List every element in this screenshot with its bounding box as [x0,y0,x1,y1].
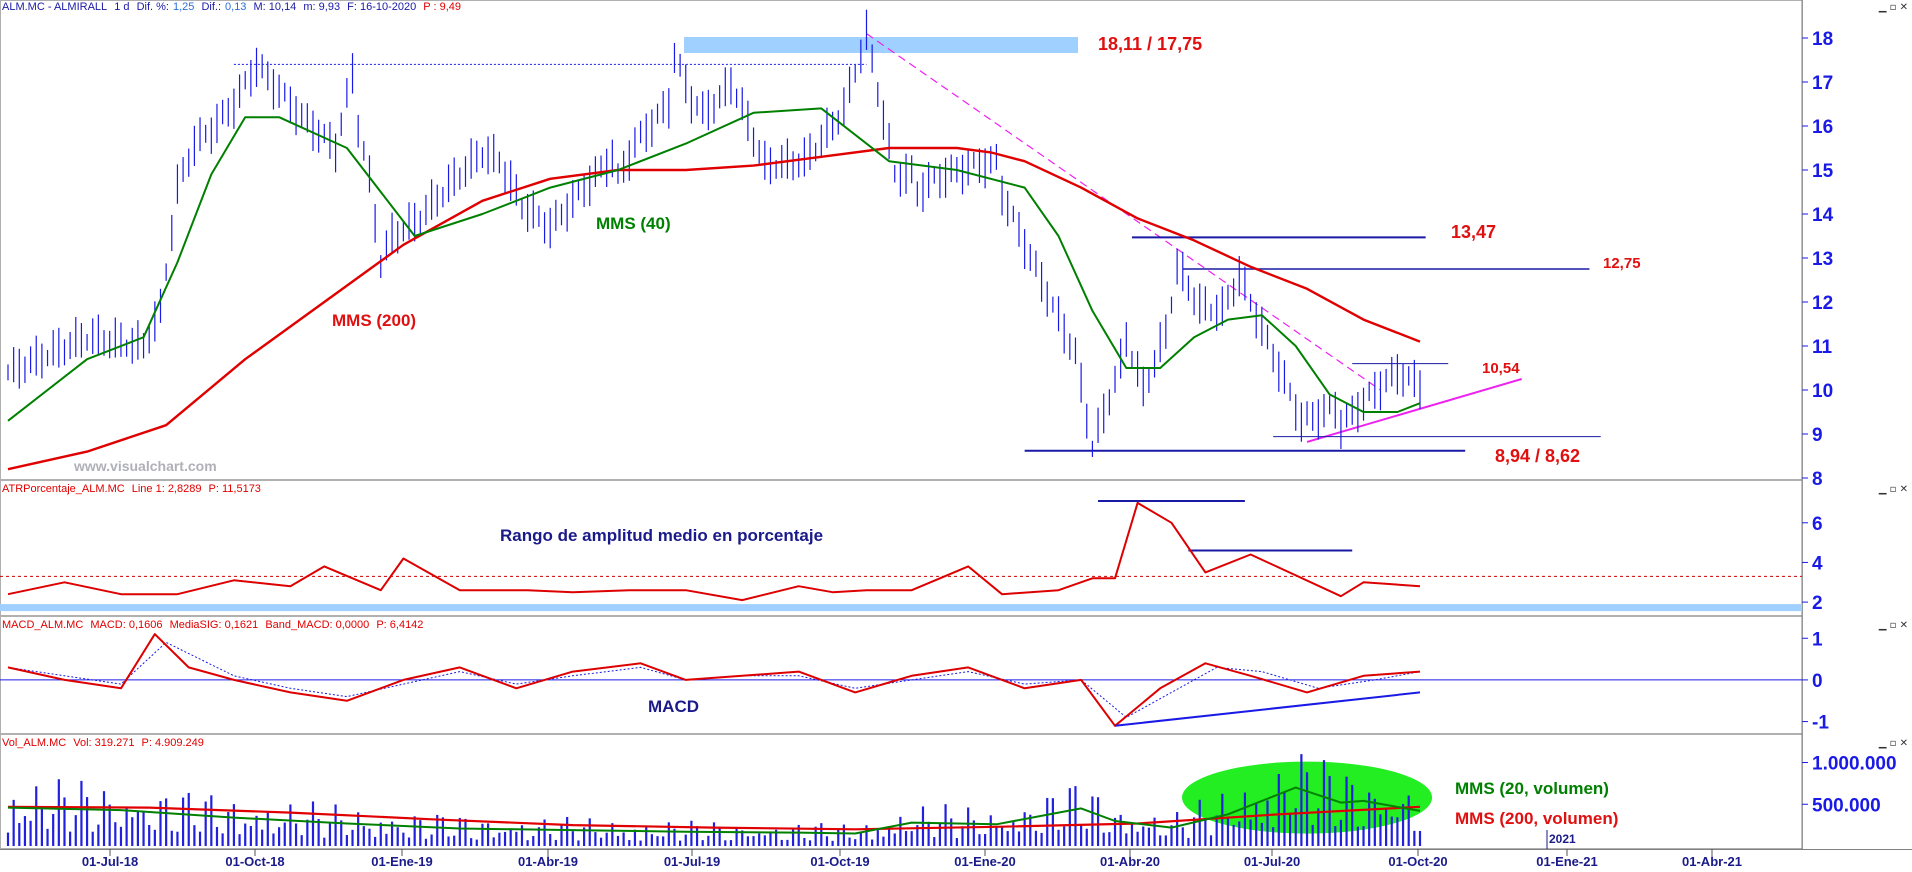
atr-line [7,501,1421,602]
macd-value: MACD: 0,1606 [90,619,163,631]
price-ytick-label-9: 9 [1812,425,1823,446]
dif-label: Dif.: [201,1,222,13]
date-tick-label-3: 01-Abr-19 [518,854,578,867]
price-ytick-label-4: 14 [1812,205,1834,226]
atr-ytick-label-2: 2 [1812,593,1823,614]
volume-mms200-line [7,805,1421,831]
high-value: M: 10,14 [253,1,297,13]
date-tick-label-6: 01-Ene-20 [954,854,1015,867]
atr-panel-header: ATRPorcentaje_ALM.MC Line 1: 2,8289 P: 1… [2,483,265,496]
price-ytick-label-3: 15 [1812,161,1834,182]
period-label: 1 d [114,1,130,13]
symbol-label: ALM.MC - ALMIRALL [2,1,108,13]
price-ytick-label-6: 12 [1812,293,1833,314]
macd-caption: MACD [648,697,699,716]
date-tick-label-0: 01-Jul-18 [82,854,138,867]
date-tick-label-9: 01-Oct-20 [1388,854,1447,867]
annotation-mms40: MMS (40) [596,214,671,233]
mms200-line [7,146,1421,471]
atr-panel-frame [0,480,1803,616]
price-ytick-label-0: 18 [1812,29,1833,50]
date-tick-label-11: 01-Abr-21 [1682,854,1742,867]
macd-panel-header: MACD_ALM.MC MACD: 0,1606 MediaSIG: 0,162… [2,619,427,632]
macd-band-value: Band_MACD: 0,0000 [265,619,370,631]
date-tick-label-4: 01-Jul-19 [664,854,720,867]
volume-name: Vol_ALM.MC [2,737,67,749]
price-ytick-label-5: 13 [1812,249,1833,270]
volume-ytick-label-0: 1.000.000 [1812,754,1897,775]
date-tick-label-10: 01-Ene-21 [1536,854,1597,867]
date-value: F: 16-10-2020 [347,1,417,13]
macd-name: MACD_ALM.MC [2,619,84,631]
atr-line-value: Line 1: 2,8289 [131,483,202,495]
date-tick-label-7: 01-Abr-20 [1100,854,1160,867]
price-window-buttons[interactable]: ▁ ▫ ✕ [1878,2,1908,13]
annotation-level-1275: 12,75 [1603,255,1641,272]
price-ytick-label-2: 16 [1812,117,1833,138]
mms40-line [7,107,1421,422]
volume-mms20-line [7,786,1421,835]
macd-ytick-label-1: 0 [1812,671,1823,692]
date-tick-label-2: 01-Ene-19 [371,854,432,867]
price-ytick-label-8: 10 [1812,381,1833,402]
atr-ytick-label-0: 6 [1812,514,1823,535]
atr-ytick-label-1: 4 [1812,553,1823,574]
atr-caption: Rango de amplitud medio en porcentaje [500,526,823,545]
price-ytick-label-1: 17 [1812,73,1833,94]
price-ytick-label-7: 11 [1812,337,1833,358]
annotation-mms200: MMS (200) [332,311,416,330]
annotation-level-1347: 13,47 [1451,222,1496,242]
dif-pct-label: Dif. %: [136,1,169,13]
macd-price-value: P: 6,4142 [376,619,424,631]
price-panel-header: ALM.MC - ALMIRALL 1 d Dif. %: 1,25 Dif.: 0… [2,1,465,14]
price-ytick-label-10: 8 [1812,469,1823,490]
macd-window-buttons[interactable]: ▁ ▫ ✕ [1878,620,1908,631]
annotation-level-1054: 10,54 [1482,360,1520,377]
low-value: m: 9,93 [303,1,341,13]
annotation-support: 8,94 / 8,62 [1495,446,1580,466]
volume-value: Vol: 319.271 [73,737,135,749]
atr-highlight-band [0,604,1802,612]
macd-signal-value: MediaSIG: 0,1621 [169,619,259,631]
price-value: P : 9,49 [423,1,462,13]
volume-window-buttons[interactable]: ▁ ▫ ✕ [1878,738,1908,749]
macd-divergence-line [1114,691,1421,727]
date-tick-label-5: 01-Oct-19 [810,854,869,867]
panel-frames [0,0,1912,850]
volume-price-value: P: 4.909.249 [141,737,204,749]
rising-support-line [1306,378,1522,443]
year-marker-label: 2021 [1549,832,1576,846]
dif-pct-value: 1,25 [172,1,195,13]
dif-value: 0,13 [225,1,247,13]
resistance-highlight-bar [684,37,1078,53]
macd-ytick-label-0: 1 [1812,629,1823,650]
atr-name: ATRPorcentaje_ALM.MC [2,483,125,495]
watermark-text: www.visualchart.com [73,458,217,474]
atr-window-buttons[interactable]: ▁ ▫ ✕ [1878,484,1908,495]
volume-mms20-label: MMS (20, volumen) [1455,779,1609,798]
date-tick-label-8: 01-Jul-20 [1244,854,1300,867]
volume-mms200-label: MMS (200, volumen) [1455,809,1618,828]
macd-ytick-label-2: -1 [1812,713,1829,734]
volume-ytick-label-1: 500.000 [1812,795,1881,816]
macd-line [7,633,1421,727]
volume-panel-header: Vol_ALM.MC Vol: 319.271 P: 4.909.249 [2,737,208,750]
price-panel-frame [0,0,1803,480]
annotation-resistance-top: 18,11 / 17,75 [1098,34,1202,54]
atr-price-value: P: 11,5173 [208,483,261,495]
macd-panel-frame [0,616,1803,734]
date-tick-label-1: 01-Oct-18 [225,854,284,867]
